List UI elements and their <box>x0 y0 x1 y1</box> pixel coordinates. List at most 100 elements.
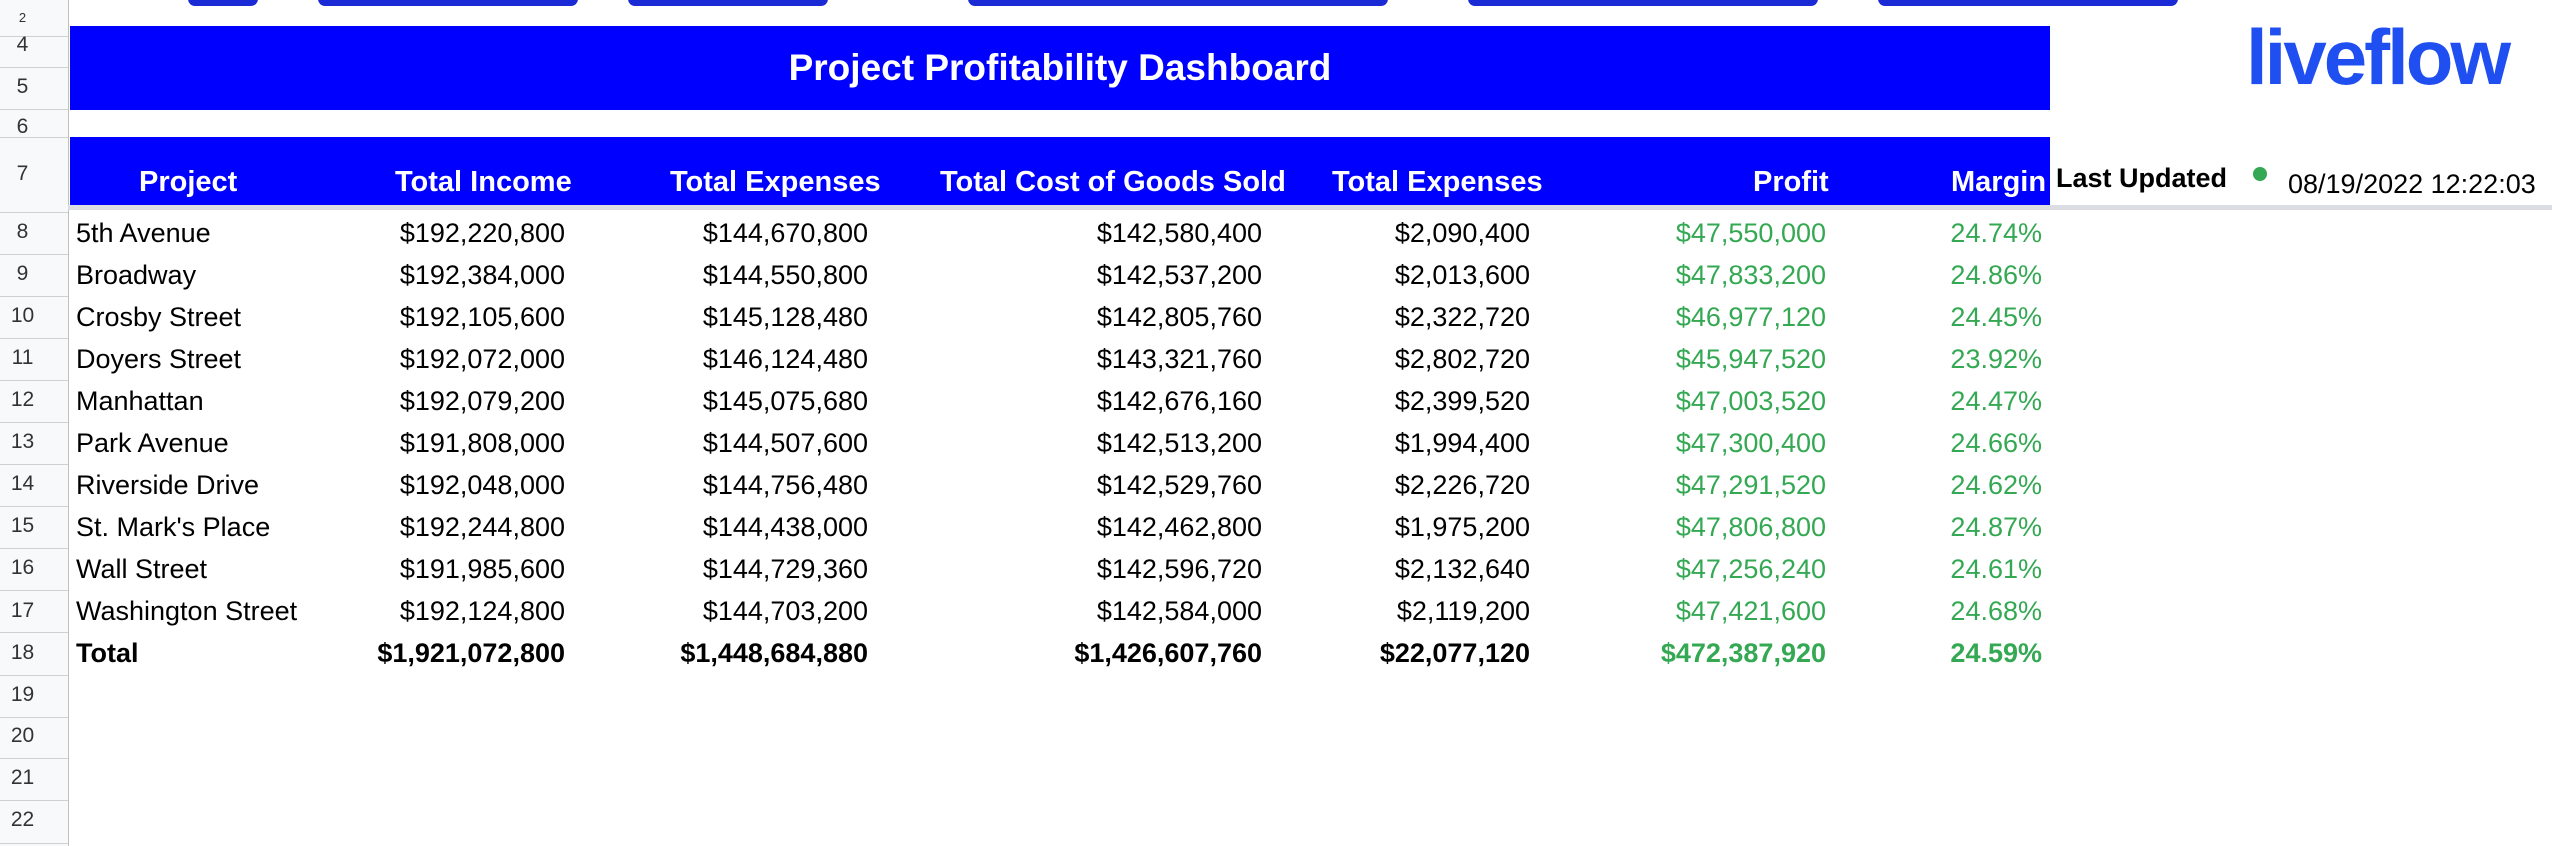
total-profit[interactable]: $472,387,920 <box>1660 638 1826 668</box>
cell-operating-expenses[interactable]: $2,090,400 <box>1394 218 1530 248</box>
row-number[interactable]: 2 <box>18 10 27 25</box>
cell-project[interactable]: Park Avenue <box>76 428 229 458</box>
cell-profit[interactable]: $47,291,520 <box>1675 470 1826 500</box>
row-number[interactable]: 5 <box>16 75 29 98</box>
cell-total-cogs[interactable]: $142,580,400 <box>1096 218 1262 248</box>
header-total-income[interactable]: Total Income <box>395 166 572 198</box>
cell-operating-expenses[interactable]: $2,119,200 <box>1396 596 1530 626</box>
cell-profit[interactable]: $46,977,120 <box>1675 302 1826 332</box>
cell-project[interactable]: Crosby Street <box>76 302 242 332</box>
row-number[interactable]: 16 <box>10 556 35 579</box>
cell-total-income[interactable]: $192,072,000 <box>399 344 565 374</box>
cell-total-expenses[interactable]: $144,670,800 <box>702 218 868 248</box>
cell-total-cogs[interactable]: $142,584,000 <box>1096 596 1262 626</box>
cell-total-cogs[interactable]: $142,805,760 <box>1096 302 1262 332</box>
cell-operating-expenses[interactable]: $2,322,720 <box>1394 302 1530 332</box>
cell-margin[interactable]: 24.61% <box>1950 554 2042 584</box>
cell-margin[interactable]: 24.62% <box>1950 470 2042 500</box>
cell-project[interactable]: Doyers Street <box>76 344 242 374</box>
cell-profit[interactable]: $47,806,800 <box>1675 512 1826 542</box>
row-number[interactable]: 10 <box>10 304 35 327</box>
header-project[interactable]: Project <box>139 166 238 198</box>
row-number[interactable]: 17 <box>10 599 35 622</box>
cell-profit[interactable]: $47,833,200 <box>1675 260 1826 290</box>
header-margin[interactable]: Margin <box>1951 166 2047 198</box>
cell-margin[interactable]: 24.47% <box>1950 386 2042 416</box>
cell-total-income[interactable]: $192,220,800 <box>399 218 565 248</box>
cell-total-expenses[interactable]: $144,507,600 <box>702 428 868 458</box>
cell-margin[interactable]: 24.68% <box>1950 596 2042 626</box>
cell-profit[interactable]: $47,300,400 <box>1675 428 1826 458</box>
cell-margin[interactable]: 24.87% <box>1950 512 2042 542</box>
row-number[interactable]: 8 <box>16 220 29 243</box>
cell-margin[interactable]: 24.86% <box>1950 260 2042 290</box>
header-total-cogs[interactable]: Total Cost of Goods Sold <box>940 166 1286 198</box>
cell-project[interactable]: Washington Street <box>76 596 298 626</box>
row-number[interactable]: 11 <box>11 346 34 369</box>
cell-total-expenses[interactable]: $144,703,200 <box>702 596 868 626</box>
cell-total-cogs[interactable]: $142,596,720 <box>1096 554 1262 584</box>
row-number[interactable]: 14 <box>10 472 35 495</box>
total-project[interactable]: Total <box>76 638 139 668</box>
total-operating-expenses[interactable]: $22,077,120 <box>1379 638 1530 668</box>
cell-total-income[interactable]: $191,808,000 <box>399 428 565 458</box>
row-number[interactable]: 9 <box>16 262 29 285</box>
cell-total-cogs[interactable]: $142,537,200 <box>1096 260 1262 290</box>
cell-total-income[interactable]: $192,124,800 <box>399 596 565 626</box>
cell-total-expenses[interactable]: $144,438,000 <box>702 512 868 542</box>
cell-total-income[interactable]: $192,384,000 <box>399 260 565 290</box>
total-total-expenses[interactable]: $1,448,684,880 <box>680 638 868 668</box>
cell-operating-expenses[interactable]: $2,132,640 <box>1394 554 1530 584</box>
cell-margin[interactable]: 23.92% <box>1950 344 2042 374</box>
row-number[interactable]: 22 <box>10 808 35 831</box>
header-profit[interactable]: Profit <box>1753 166 1829 198</box>
cell-operating-expenses[interactable]: $2,802,720 <box>1394 344 1530 374</box>
total-total-cogs[interactable]: $1,426,607,760 <box>1074 638 1262 668</box>
cell-project[interactable]: St. Mark's Place <box>76 512 271 542</box>
cell-total-income[interactable]: $192,105,600 <box>399 302 565 332</box>
header-total-expenses[interactable]: Total Expenses <box>670 166 881 198</box>
cell-total-income[interactable]: $192,244,800 <box>399 512 565 542</box>
cell-profit[interactable]: $47,550,000 <box>1675 218 1826 248</box>
cell-operating-expenses[interactable]: $2,013,600 <box>1394 260 1530 290</box>
cell-total-cogs[interactable]: $142,513,200 <box>1096 428 1262 458</box>
cell-total-income[interactable]: $192,048,000 <box>399 470 565 500</box>
total-margin[interactable]: 24.59% <box>1950 638 2042 668</box>
row-number[interactable]: 12 <box>10 388 35 411</box>
cell-operating-expenses[interactable]: $1,994,400 <box>1394 428 1530 458</box>
cell-operating-expenses[interactable]: $1,975,200 <box>1394 512 1530 542</box>
cell-total-expenses[interactable]: $144,729,360 <box>702 554 868 584</box>
cell-margin[interactable]: 24.66% <box>1950 428 2042 458</box>
row-number[interactable]: 7 <box>16 162 29 185</box>
cell-total-income[interactable]: $192,079,200 <box>399 386 565 416</box>
row-number[interactable]: 21 <box>10 766 35 789</box>
cell-operating-expenses[interactable]: $2,226,720 <box>1394 470 1530 500</box>
row-number[interactable]: 13 <box>10 430 35 453</box>
cell-project[interactable]: Riverside Drive <box>76 470 260 500</box>
row-number[interactable]: 19 <box>10 683 35 706</box>
cell-profit[interactable]: $45,947,520 <box>1675 344 1826 374</box>
cell-profit[interactable]: $47,421,600 <box>1675 596 1826 626</box>
cell-total-expenses[interactable]: $145,128,480 <box>702 302 868 332</box>
total-total-income[interactable]: $1,921,072,800 <box>377 638 565 668</box>
cell-total-cogs[interactable]: $142,676,160 <box>1096 386 1262 416</box>
cell-project[interactable]: Wall Street <box>76 554 208 584</box>
header-operating-expenses[interactable]: Total Expenses <box>1332 166 1543 198</box>
cell-project[interactable]: 5th Avenue <box>76 218 211 248</box>
cell-profit[interactable]: $47,256,240 <box>1675 554 1826 584</box>
row-number[interactable]: 18 <box>10 641 35 664</box>
cell-total-expenses[interactable]: $146,124,480 <box>702 344 868 374</box>
cell-operating-expenses[interactable]: $2,399,520 <box>1394 386 1530 416</box>
row-number[interactable]: 20 <box>10 724 35 747</box>
cell-total-cogs[interactable]: $143,321,760 <box>1096 344 1262 374</box>
cell-total-cogs[interactable]: $142,529,760 <box>1096 470 1262 500</box>
frozen-row-divider[interactable] <box>68 205 2552 210</box>
cell-total-expenses[interactable]: $144,756,480 <box>702 470 868 500</box>
cell-margin[interactable]: 24.74% <box>1950 218 2042 248</box>
cell-total-cogs[interactable]: $142,462,800 <box>1096 512 1262 542</box>
cell-profit[interactable]: $47,003,520 <box>1675 386 1826 416</box>
cell-project[interactable]: Broadway <box>76 260 197 290</box>
cell-margin[interactable]: 24.45% <box>1950 302 2042 332</box>
cell-total-income[interactable]: $191,985,600 <box>399 554 565 584</box>
row-number[interactable]: 15 <box>10 514 35 537</box>
